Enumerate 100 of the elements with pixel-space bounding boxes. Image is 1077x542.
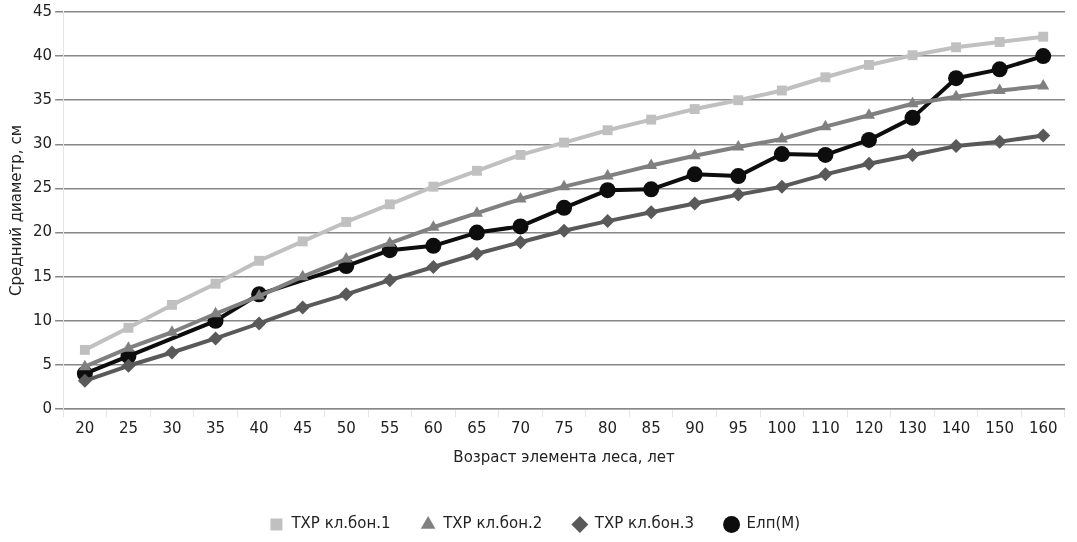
point (860, 131, 877, 148)
point (862, 108, 876, 119)
x-tick-label: 55 (380, 418, 400, 437)
x-tick-label: 90 (685, 418, 705, 437)
x-tick-label: 40 (249, 418, 269, 437)
point (991, 61, 1008, 78)
point (514, 192, 527, 203)
point (907, 50, 918, 61)
point (646, 114, 657, 125)
y-tick-label: 20 (32, 222, 53, 241)
point (341, 217, 352, 227)
point (254, 255, 265, 266)
point (167, 299, 177, 310)
point (471, 165, 482, 176)
x-tick-label: 140 (941, 418, 971, 437)
point (730, 168, 747, 185)
point (512, 218, 529, 235)
point (951, 42, 962, 53)
point (468, 224, 485, 241)
x-tick-label: 25 (118, 418, 138, 437)
point (688, 148, 701, 160)
y-tick-label: 15 (32, 266, 53, 285)
point (904, 109, 921, 126)
x-tick-label: 50 (336, 418, 356, 437)
point (774, 179, 789, 194)
point (733, 95, 744, 106)
x-tick-label: 20 (75, 418, 95, 437)
point (515, 149, 526, 160)
point (77, 373, 92, 388)
point (79, 344, 90, 355)
point (775, 132, 788, 143)
point (210, 278, 221, 289)
point (382, 273, 397, 288)
x-tick-label: 160 (1028, 418, 1058, 437)
point (817, 146, 834, 163)
point (469, 246, 484, 261)
point (513, 235, 528, 250)
point (906, 96, 919, 108)
point (208, 331, 223, 346)
point (297, 236, 308, 247)
point (164, 345, 179, 360)
x-tick-label: 60 (423, 418, 443, 437)
point (599, 182, 616, 199)
y-tick-label: 25 (32, 178, 53, 197)
x-tick-label: 85 (641, 418, 661, 437)
point (556, 199, 573, 216)
x-tick-label: 70 (510, 418, 531, 437)
legend-label: ТХР кл.бон.3 (593, 514, 695, 533)
point (559, 137, 569, 148)
point (776, 85, 787, 96)
y-axis-title: Средний диаметр, см (6, 125, 25, 296)
point (645, 158, 658, 170)
point (1035, 48, 1052, 65)
x-tick-label: 130 (898, 418, 927, 437)
point (1036, 128, 1051, 143)
x-tick-label: 30 (162, 418, 182, 437)
legend-label: ТХР кл.бон.2 (442, 514, 543, 533)
x-tick-label: 95 (728, 418, 748, 437)
x-tick-label: 100 (767, 418, 797, 437)
x-tick-label: 110 (811, 418, 840, 437)
point (425, 237, 442, 254)
point (426, 259, 441, 274)
point (384, 199, 395, 210)
legend-label: Елп(М) (746, 514, 801, 533)
x-tick-label: 150 (985, 418, 1014, 437)
point (123, 322, 134, 333)
x-tick-label: 65 (467, 418, 487, 437)
point (644, 205, 659, 220)
point (948, 70, 965, 87)
point (557, 179, 571, 191)
y-tick-label: 5 (42, 354, 53, 373)
point (864, 59, 874, 70)
y-tick-label: 10 (32, 310, 53, 329)
point (1038, 31, 1049, 42)
y-tick-label: 0 (42, 398, 53, 417)
x-tick-label: 35 (206, 418, 226, 437)
point (557, 223, 572, 238)
point (949, 139, 964, 154)
point (993, 83, 1006, 95)
x-tick-label: 45 (293, 418, 313, 437)
point (687, 196, 702, 211)
x-tick-label: 75 (554, 418, 574, 437)
point (428, 181, 439, 192)
x-axis-title: Возраст элемента леса, лет (453, 447, 675, 466)
point (994, 37, 1005, 47)
point (818, 167, 833, 182)
point (121, 358, 136, 373)
point (731, 187, 746, 202)
point (600, 214, 615, 229)
point (643, 181, 660, 198)
point (732, 139, 745, 151)
point (773, 146, 790, 163)
y-tick-label: 35 (32, 90, 53, 109)
point (78, 359, 91, 371)
y-tick-label: 40 (32, 46, 53, 64)
point (252, 316, 267, 331)
point (1037, 79, 1050, 90)
x-tick-label: 80 (598, 418, 618, 437)
point (861, 156, 876, 171)
point (602, 125, 613, 136)
